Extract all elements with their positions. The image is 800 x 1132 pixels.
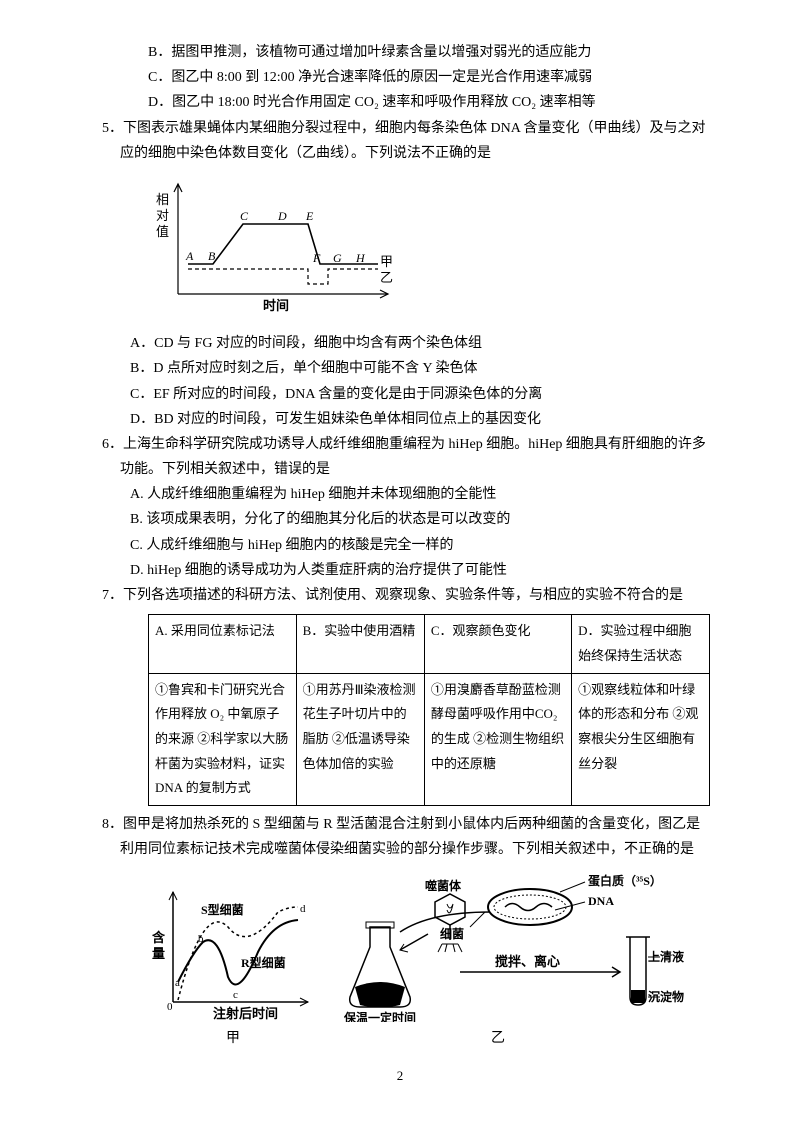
q7-stem: 7．下列各选项描述的科研方法、试剂使用、观察现象、实验条件等，与相应的实验不符合… [90, 583, 710, 608]
sup-label: 上清液 [648, 949, 684, 964]
ylab-3: 值 [156, 224, 169, 239]
q6-option-c: C. 人成纤维细胞与 hiHep 细胞内的核酸是完全一样的 [90, 533, 710, 558]
q7-r2c2: ①用苏丹Ⅲ染液检测花生子叶切片中的脂肪 ②低温诱导染色体加倍的实验 [296, 673, 424, 805]
q7-r2c1: ①鲁宾和卡门研究光合作用释放 O₂ 中氧原子的来源 ②科学家以大肠杆菌为实验材料… [149, 673, 297, 805]
q6-stem: 6．上海生命科学研究院成功诱导人成纤维细胞重编程为 hiHep 细胞。hiHep… [90, 432, 710, 482]
ylab-2: 对 [156, 208, 169, 223]
pt-B: B [208, 249, 216, 263]
q5-option-c: C．EF 所对应的时间段，DNA 含量的变化是由于同源染色体的分离 [90, 382, 710, 407]
svg-text:0: 0 [167, 1001, 173, 1013]
series-jia: 甲 [380, 254, 393, 269]
q5-option-b: B．D 点所对应时刻之后，单个细胞中可能不含 Y 染色体 [90, 356, 710, 381]
incubate-label: 保温一定时间 [343, 1010, 416, 1022]
q8-captions: 甲 乙 [148, 1026, 710, 1051]
protein-label: 蛋白质（³⁵S） [588, 873, 662, 888]
q7-r1c2: B．实验中使用酒精 [296, 615, 424, 673]
q6-option-a: A. 人成纤维细胞重编程为 hiHep 细胞并未体现细胞的全能性 [90, 482, 710, 507]
q7-r1c3: C．观察颜色变化 [424, 615, 571, 673]
q7-r2c3: ①用溴麝香草酚蓝检测酵母菌呼吸作用中CO₂ 的生成 ②检测生物组织中的还原糖 [424, 673, 571, 805]
q8-figures: S型细菌 R型细菌 a b c d 含 量 0 注射后时间 保温一定时间 噬菌体… [148, 872, 710, 1022]
dna-label: DNA [588, 894, 614, 908]
q8-stem: 8．图甲是将加热杀死的 S 型细菌与 R 型活菌混合注射到小鼠体内后两种细菌的含… [90, 812, 710, 862]
pt-a: a [175, 977, 180, 989]
pt-d: d [300, 903, 306, 915]
xlab: 时间 [263, 298, 289, 313]
q8-fig-jia: S型细菌 R型细菌 a b c d 含 量 0 注射后时间 [148, 882, 318, 1022]
pt-E: E [305, 209, 314, 223]
q4-option-b: B．据图甲推测，该植物可通过增加叶绿素含量以增强对弱光的适应能力 [90, 40, 710, 65]
q6-option-b: B. 该项成果表明，分化了的细胞其分化后的状态是可以改变的 [90, 507, 710, 532]
q8-fig-yi: 保温一定时间 噬菌体 细菌 蛋白质（³⁵S） DNA 搅拌、离心 [330, 872, 690, 1022]
ylab-1: 相 [156, 192, 169, 207]
pt-H: H [355, 251, 366, 265]
q7-table: A. 采用同位素标记法 B．实验中使用酒精 C．观察颜色变化 D．实验过程中细胞… [148, 614, 710, 806]
q4-option-d: D．图乙中 18:00 时光合作用固定 CO₂ 速率和呼吸作用释放 CO₂ 速率… [90, 90, 710, 115]
s-label: S型细菌 [201, 902, 244, 917]
q7-r1c4: D．实验过程中细胞始终保持生活状态 [572, 615, 710, 673]
series-yi: 乙 [380, 270, 393, 285]
q6-option-d: D. hiHep 细胞的诱导成功为人类重症肝病的治疗提供了可能性 [90, 558, 710, 583]
svg-text:量: 量 [152, 946, 165, 961]
pt-G: G [333, 251, 342, 265]
q5-option-a: A．CD 与 FG 对应的时间段，细胞中均含有两个染色体组 [90, 331, 710, 356]
q4-option-c: C．图乙中 8:00 到 12:00 净光合速率降低的原因一定是光合作用速率减弱 [90, 65, 710, 90]
cap-yi: 乙 [318, 1026, 678, 1051]
pt-b: b [198, 933, 204, 945]
pt-C: C [240, 209, 249, 223]
pt-A: A [185, 249, 194, 263]
q5-chart: A B C D E F G H 甲 乙 相 对 值 时间 [148, 174, 710, 323]
mix-label: 搅拌、离心 [495, 954, 560, 969]
pellet-label: 沉淀物 [648, 989, 684, 1004]
q5-option-d: D．BD 对应的时间段，可发生姐妹染色单体相同位点上的基因变化 [90, 407, 710, 432]
page-number: 2 [90, 1064, 710, 1087]
pt-D: D [277, 209, 287, 223]
q5-stem: 5．下图表示雄果蝇体内某细胞分裂过程中，细胞内每条染色体 DNA 含量变化（甲曲… [90, 116, 710, 166]
q7-r1c1: A. 采用同位素标记法 [149, 615, 297, 673]
q7-r2c4: ①观察线粒体和叶绿体的形态和分布 ②观察根尖分生区细胞有丝分裂 [572, 673, 710, 805]
svg-text:含: 含 [151, 930, 166, 945]
bact-label: 细菌 [440, 926, 464, 941]
r-label: R型细菌 [241, 955, 286, 970]
phage-label: 噬菌体 [425, 878, 462, 893]
pt-F: F [312, 251, 321, 265]
cap-jia: 甲 [148, 1026, 318, 1051]
xlab-jia: 注射后时间 [213, 1006, 278, 1021]
pt-c: c [233, 989, 238, 1001]
